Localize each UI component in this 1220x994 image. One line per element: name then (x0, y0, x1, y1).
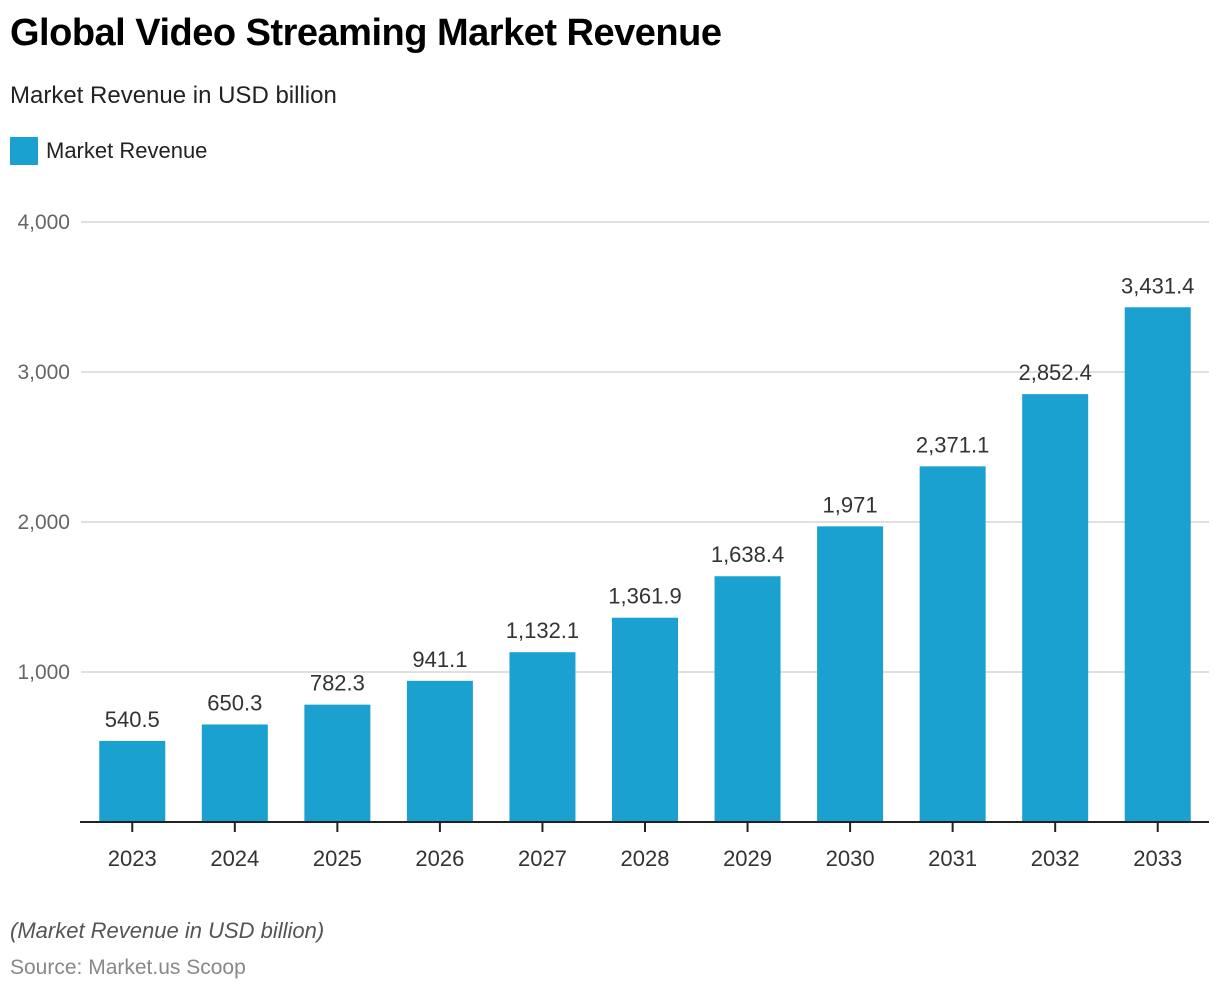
bar (99, 740, 166, 822)
data-label: 1,971 (823, 492, 878, 517)
bar (919, 466, 986, 822)
y-tick-label: 2,000 (17, 511, 70, 534)
data-label: 1,361.9 (608, 584, 681, 609)
x-tick-label: 2029 (723, 846, 772, 871)
bar (406, 680, 473, 822)
x-tick-label: 2024 (210, 846, 259, 871)
data-label: 2,371.1 (916, 432, 989, 457)
bar (1124, 307, 1191, 822)
legend-swatch (10, 137, 38, 165)
bar (201, 724, 268, 822)
bar (817, 526, 884, 822)
legend-label: Market Revenue (46, 138, 208, 163)
data-label: 782.3 (310, 671, 365, 696)
data-label: 540.5 (105, 707, 160, 732)
data-label: 2,852.4 (1018, 360, 1091, 385)
y-tick-label: 4,000 (17, 211, 70, 234)
bar (612, 617, 678, 822)
x-tick-label: 2031 (928, 846, 977, 871)
y-tick-label: 1,000 (17, 661, 70, 684)
x-tick-label: 2033 (1133, 846, 1182, 871)
x-axis: 2023 2024 2025 2026 2027 2028 2029 2030 2031 2032… (80, 821, 1209, 871)
x-tick-label: 2026 (415, 846, 464, 871)
bar (509, 652, 576, 822)
bars: 540.5 650.3 782.3 941.1 1,132.1 1,361.9 1,638.… (99, 273, 1194, 822)
source-credit: Source: Market.us Scoop (10, 956, 246, 979)
data-label: 1,638.4 (711, 542, 784, 567)
x-tick-label: 2027 (518, 846, 567, 871)
bar (1022, 394, 1089, 822)
x-tick-label: 2028 (621, 846, 670, 871)
bar (304, 704, 371, 822)
footnote: (Market Revenue in USD billion) (10, 918, 325, 943)
data-label: 3,431.4 (1121, 273, 1194, 298)
x-tick-label: 2032 (1031, 846, 1080, 871)
x-tick-label: 2023 (108, 846, 157, 871)
legend: Market Revenue (10, 137, 207, 165)
data-label: 941.1 (412, 647, 467, 672)
x-tick-label: 2030 (826, 846, 875, 871)
data-label: 650.3 (207, 690, 262, 715)
x-tick-label: 2025 (313, 846, 362, 871)
chart-title: Global Video Streaming Market Revenue (10, 12, 722, 54)
bar (714, 576, 781, 822)
chart-subtitle: Market Revenue in USD billion (10, 82, 337, 109)
y-tick-label: 3,000 (17, 361, 70, 384)
data-label: 1,132.1 (506, 618, 579, 643)
